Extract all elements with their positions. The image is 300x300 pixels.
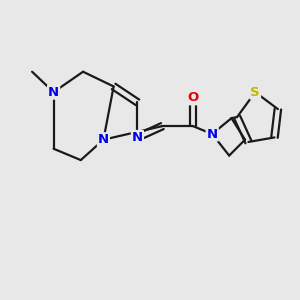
Text: O: O: [187, 91, 199, 104]
Text: N: N: [132, 131, 143, 144]
Text: N: N: [48, 85, 59, 99]
Text: S: S: [250, 85, 260, 99]
Text: N: N: [207, 128, 218, 140]
Text: N: N: [98, 133, 109, 146]
